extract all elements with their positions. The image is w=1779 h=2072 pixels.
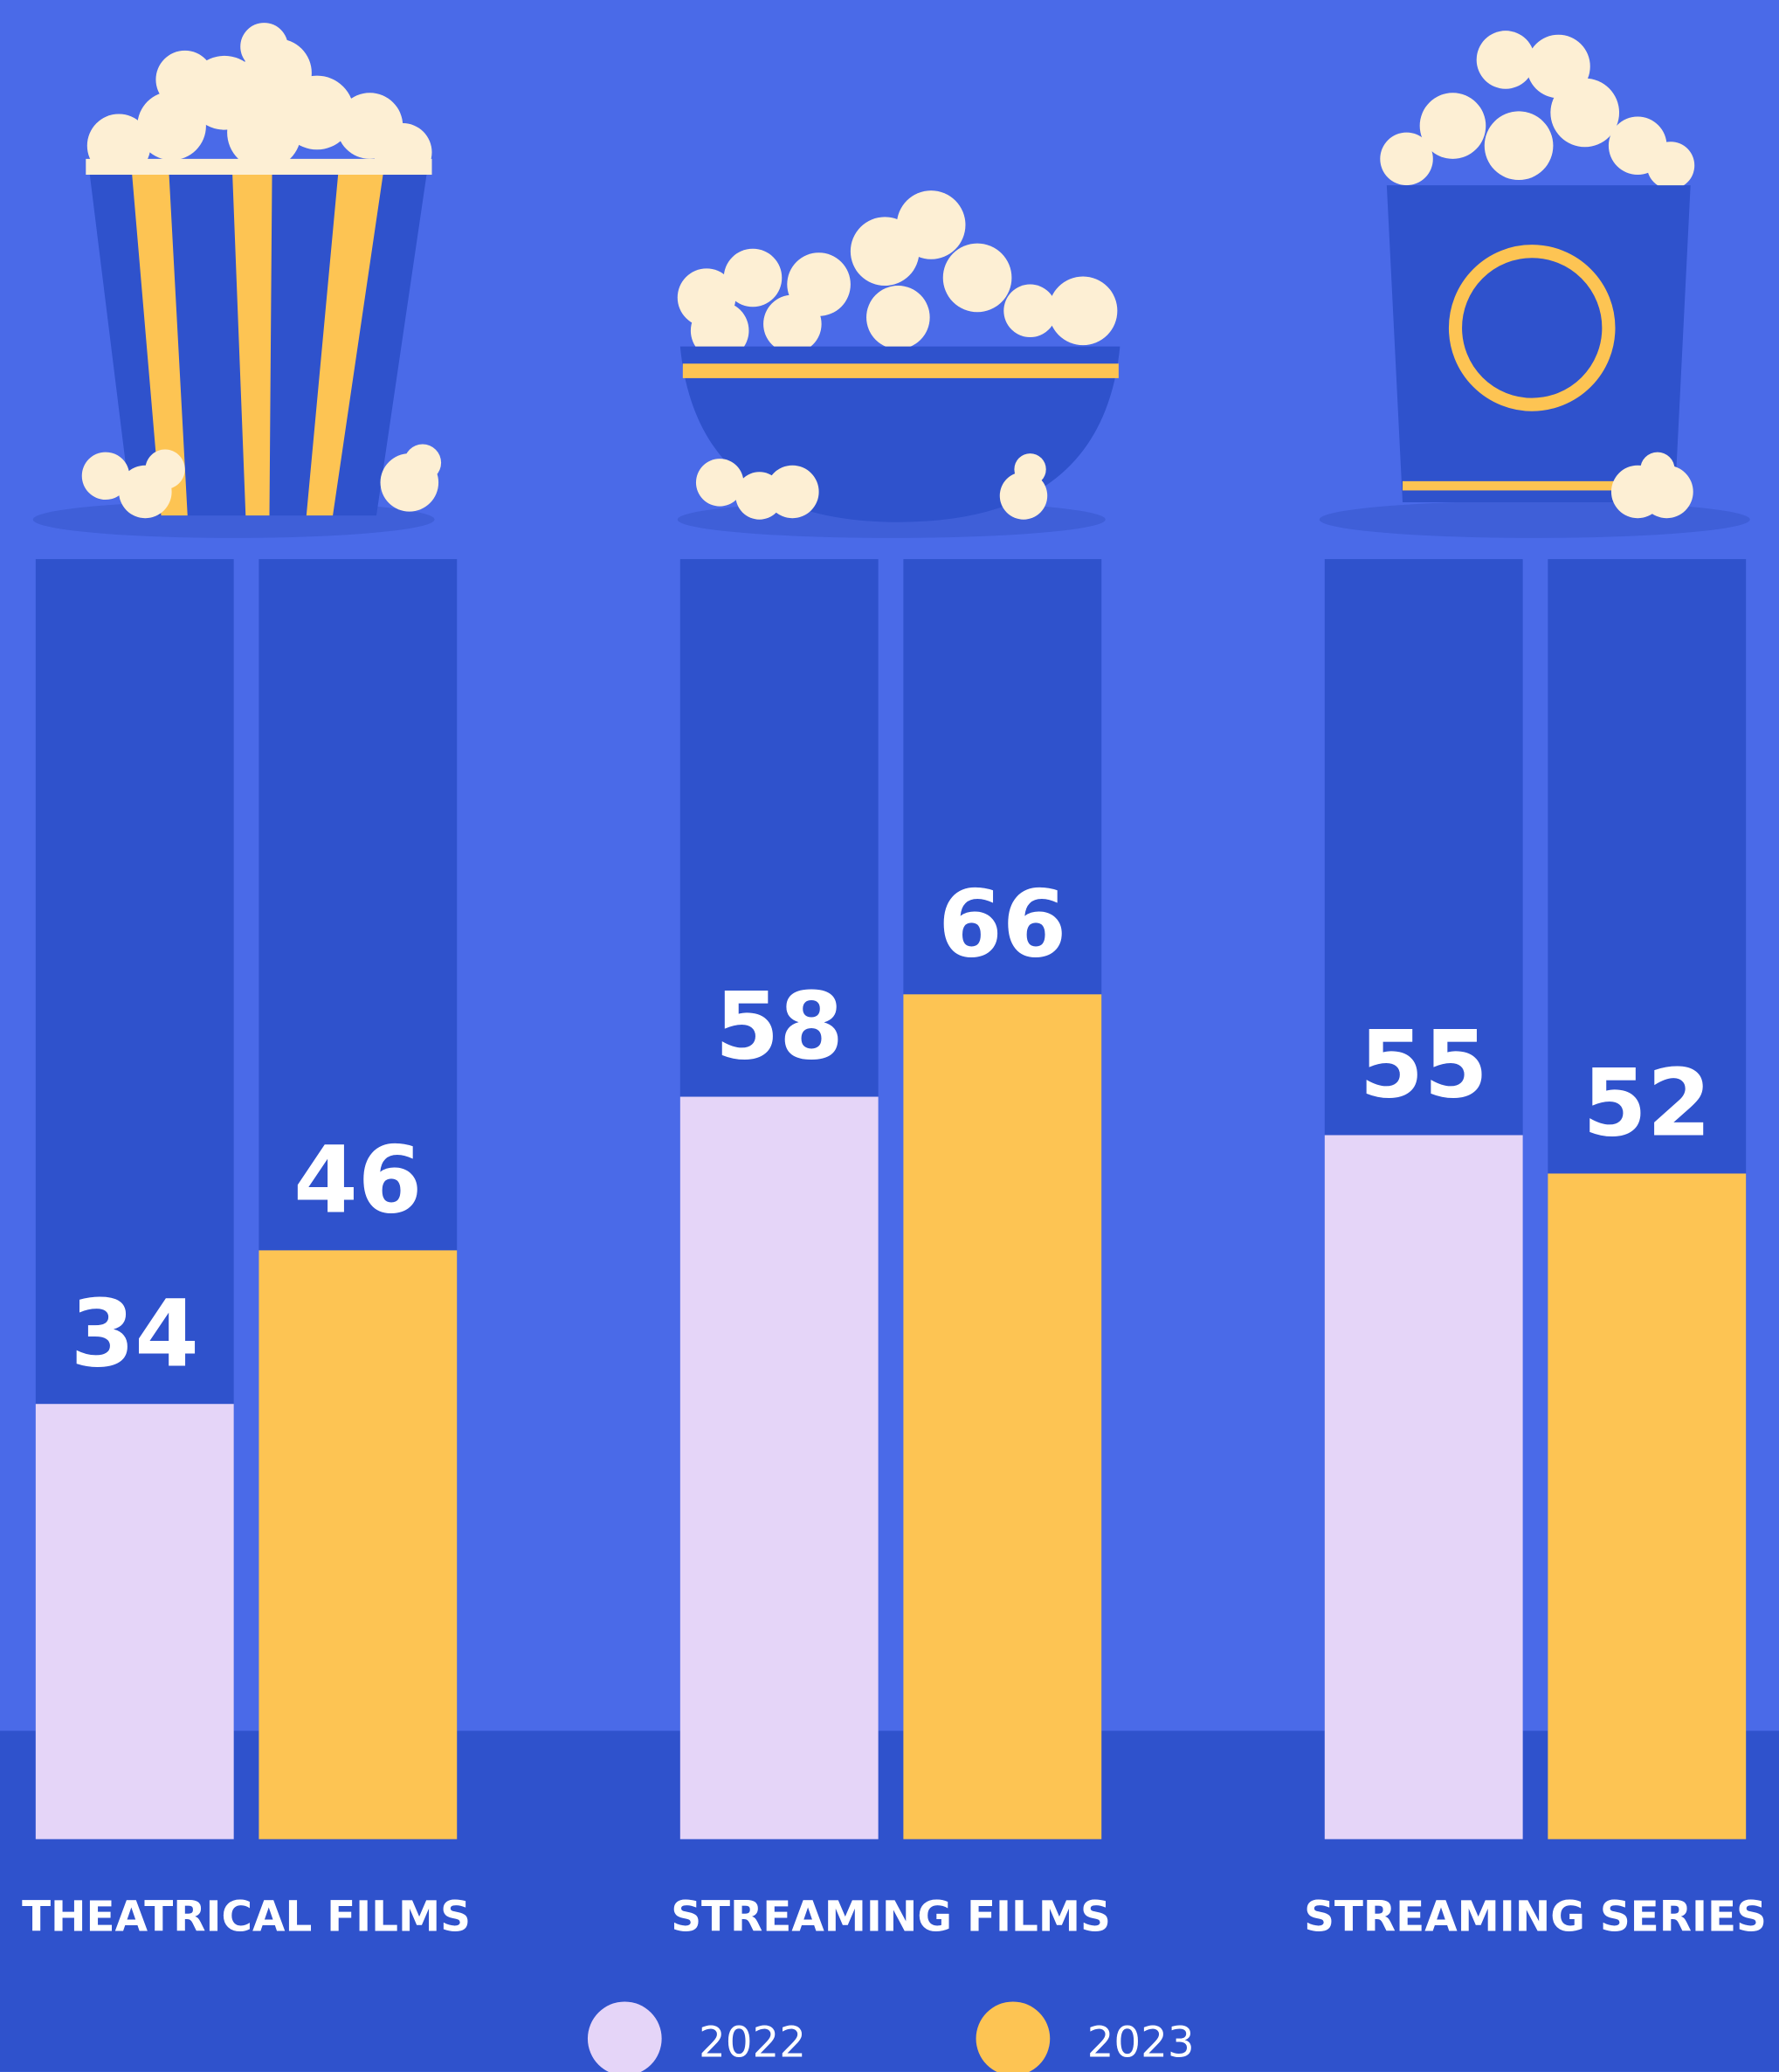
- value-label: 55: [1360, 1012, 1488, 1119]
- bar: [903, 994, 1101, 1839]
- legend-label: 2022: [699, 2018, 806, 2067]
- category-label: THEATRICAL FILMS: [22, 1893, 471, 1942]
- value-label: 58: [715, 973, 844, 1081]
- value-label: 34: [71, 1280, 199, 1387]
- bar: [36, 1404, 234, 1839]
- bar: [1548, 1173, 1746, 1839]
- category-label: STREAMING FILMS: [671, 1893, 1111, 1942]
- value-label: 46: [293, 1127, 422, 1234]
- bar: [259, 1250, 457, 1839]
- value-label: 66: [938, 871, 1066, 978]
- legend-label: 2023: [1087, 2018, 1195, 2067]
- bar: [1325, 1135, 1523, 1839]
- bar: [680, 1097, 879, 1840]
- category-label: STREAMING SERIES: [1304, 1893, 1767, 1942]
- value-label: 52: [1582, 1050, 1711, 1157]
- chart: 2022 2023 34 46 THEATRICAL FILMS 58 66 STREAMI…: [0, 0, 1779, 2072]
